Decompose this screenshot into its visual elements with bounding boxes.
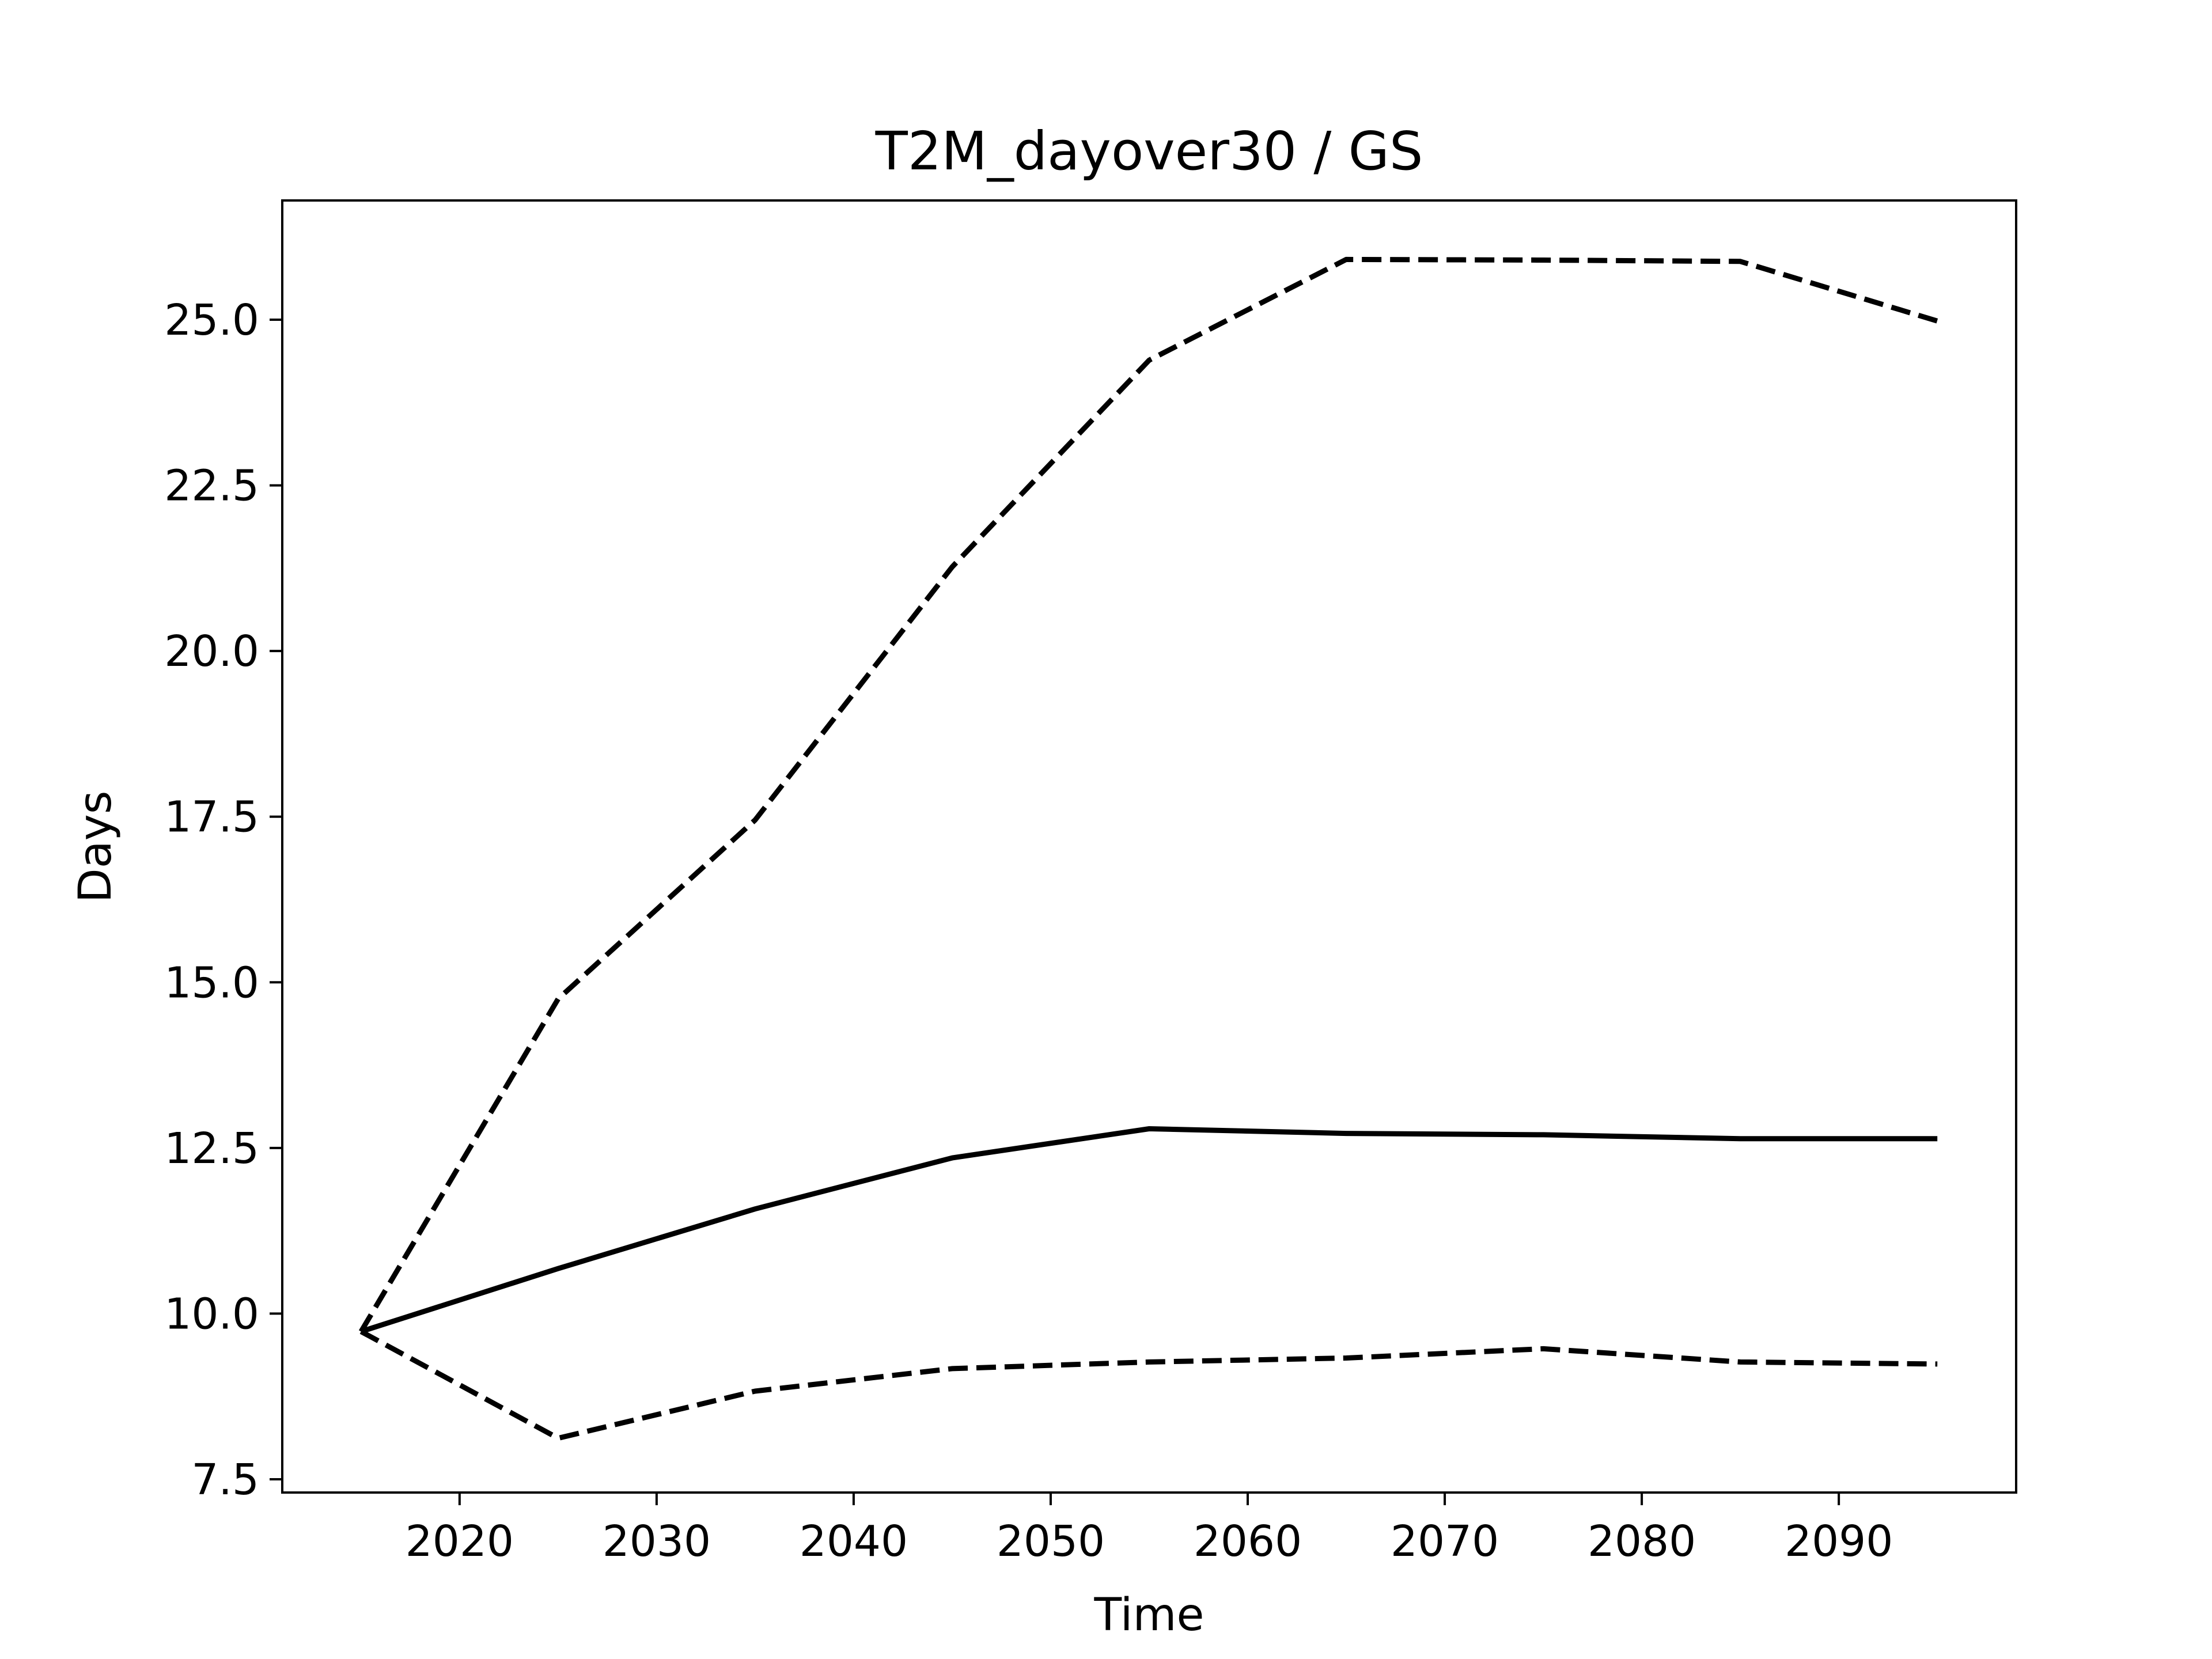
y-tick-label: 15.0: [164, 958, 259, 1007]
dashed-series-line-1: [358, 256, 1938, 1333]
plot-background: [282, 200, 2016, 1493]
y-tick-label: 20.0: [164, 627, 259, 676]
x-axis-ticks: 2020 2030 2040 2050 2060 2070 2080 2090: [406, 1493, 1893, 1566]
x-tick-label: 2040: [800, 1517, 908, 1566]
x-tick-label: 2070: [1391, 1517, 1499, 1566]
plot-frame: [281, 199, 2017, 1494]
x-tick-label: 2020: [406, 1517, 514, 1566]
y-tick-label: 22.5: [164, 461, 259, 511]
x-tick-label: 2030: [603, 1517, 711, 1566]
x-tick-label: 2080: [1588, 1517, 1696, 1566]
y-tick-label: 17.5: [164, 793, 259, 842]
y-axis-label: Days: [70, 791, 122, 903]
dashed-series-line-2: [359, 1329, 1938, 1441]
series-layer: [358, 256, 1938, 1441]
y-tick-label: 10.0: [164, 1289, 259, 1339]
chart-title: T2M_dayover30 / GS: [875, 120, 1423, 182]
solid-series-line-0: [360, 1126, 1938, 1334]
x-tick-label: 2060: [1194, 1517, 1302, 1566]
y-tick-label: 25.0: [164, 296, 259, 345]
y-axis-ticks: 7.5 10.0 12.5 15.0 17.5 20.0 22.5 25.0: [164, 296, 282, 1505]
y-tick-label: 7.5: [191, 1455, 259, 1505]
y-tick-label: 12.5: [164, 1124, 259, 1173]
x-tick-label: 2090: [1785, 1517, 1893, 1566]
x-axis-label: Time: [1094, 1589, 1205, 1641]
x-tick-label: 2050: [997, 1517, 1105, 1566]
